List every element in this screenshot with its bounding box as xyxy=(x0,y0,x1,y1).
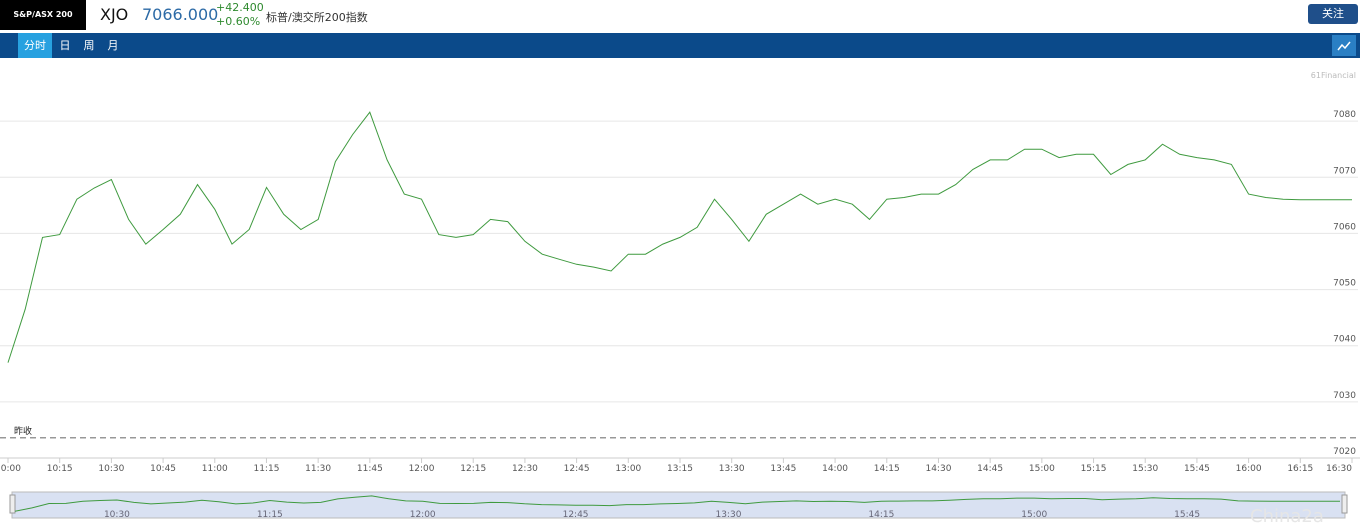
tab[interactable]: 月 xyxy=(107,39,119,52)
x-tick-label: 13:00 xyxy=(615,464,641,474)
follow-button[interactable]: 关注 xyxy=(1308,4,1358,24)
x-tick-label: 10:30 xyxy=(98,464,124,474)
x-tick-label: 11:30 xyxy=(305,464,331,474)
symbol: XJO xyxy=(100,5,129,24)
logo: S&P/ASX 200 xyxy=(0,0,86,30)
x-tick-label: 15:15 xyxy=(1081,464,1107,474)
change: +42.400 xyxy=(216,1,264,14)
x-tick-label: 13:15 xyxy=(667,464,693,474)
navigator-handle[interactable] xyxy=(1341,494,1348,514)
navigator-label: 15:00 xyxy=(1021,510,1047,520)
y-tick-label: 7020 xyxy=(1333,447,1356,457)
x-tick-label: 12:15 xyxy=(460,464,486,474)
x-tick-label: 10:00 xyxy=(0,464,21,474)
x-tick-label: 13:30 xyxy=(719,464,745,474)
x-tick-label: 16:30 xyxy=(1326,464,1352,474)
chart-icon[interactable] xyxy=(1332,35,1356,56)
x-tick-label: 16:15 xyxy=(1287,464,1313,474)
navigator-label: 15:45 xyxy=(1174,510,1200,520)
y-tick-label: 7070 xyxy=(1333,166,1356,176)
navigator-label: 13:30 xyxy=(715,510,741,520)
change-pct: +0.60% xyxy=(216,15,261,28)
y-tick-label: 7080 xyxy=(1333,110,1356,120)
x-tick-label: 13:45 xyxy=(770,464,796,474)
reference-label: 昨收 xyxy=(14,425,32,437)
price-line xyxy=(7,111,1352,363)
x-tick-label: 11:15 xyxy=(253,464,279,474)
navigator-handle[interactable] xyxy=(9,494,16,514)
x-tick-label: 15:45 xyxy=(1184,464,1210,474)
navigator-label: 10:30 xyxy=(104,510,130,520)
x-tick-label: 16:00 xyxy=(1236,464,1262,474)
x-tick-label: 12:45 xyxy=(564,464,590,474)
navigator xyxy=(11,491,1346,519)
navigator-label: 14:15 xyxy=(868,510,894,520)
x-tick-label: 15:00 xyxy=(1029,464,1055,474)
x-tick-label: 10:15 xyxy=(47,464,73,474)
y-tick-label: 7030 xyxy=(1333,391,1356,401)
navigator-label: 12:45 xyxy=(563,510,589,520)
tab-bar: 分时 日 周 月 xyxy=(0,33,1360,58)
watermark: China2a xyxy=(1250,506,1324,527)
watermark: 61Financial xyxy=(1311,71,1356,80)
x-tick-label: 15:30 xyxy=(1132,464,1158,474)
x-tick-label: 14:15 xyxy=(874,464,900,474)
x-tick-label: 11:45 xyxy=(357,464,383,474)
x-tick-label: 14:45 xyxy=(977,464,1003,474)
x-tick-label: 12:00 xyxy=(409,464,435,474)
icon xyxy=(1337,41,1351,51)
tab[interactable]: 日 xyxy=(59,39,71,52)
tab[interactable]: 周 xyxy=(83,39,95,52)
index-name: 标普/澳交所200指数 xyxy=(266,11,368,24)
y-tick-label: 7050 xyxy=(1333,279,1356,289)
x-tick-label: 14:00 xyxy=(822,464,848,474)
price: 7066.000 xyxy=(142,5,219,24)
navigator-label: 11:15 xyxy=(257,510,283,520)
y-tick-label: 7040 xyxy=(1333,335,1356,345)
navigator-line xyxy=(14,495,1340,512)
x-tick-label: 10:45 xyxy=(150,464,176,474)
x-tick-label: 12:30 xyxy=(512,464,538,474)
y-tick-label: 7060 xyxy=(1333,222,1356,232)
x-tick-label: 14:30 xyxy=(925,464,951,474)
x-tick-label: 11:00 xyxy=(202,464,228,474)
navigator-label: 12:00 xyxy=(410,510,436,520)
tab[interactable]: 分时 xyxy=(18,33,52,58)
